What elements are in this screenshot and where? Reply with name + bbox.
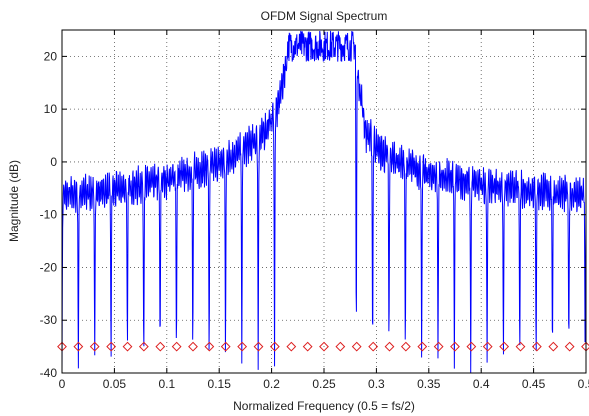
- x-tick-label: 0.05: [103, 377, 127, 391]
- y-tick-label: -30: [40, 313, 58, 327]
- y-tick-label: -20: [40, 260, 58, 274]
- subcarrier-marker: [384, 341, 395, 352]
- y-tick-label: 20: [44, 49, 58, 63]
- subcarrier-marker: [351, 341, 362, 352]
- subcarrier-marker: [188, 341, 198, 352]
- x-tick-label: 0.2: [263, 377, 280, 391]
- y-axis-label: Magnitude (dB): [7, 160, 21, 242]
- subcarrier-marker: [237, 341, 248, 352]
- subcarrier-markers: [57, 341, 589, 352]
- subcarrier-marker: [122, 341, 133, 352]
- subcarrier-marker: [319, 341, 329, 352]
- subcarrier-marker: [417, 341, 428, 352]
- x-tick-label: 0.25: [312, 377, 336, 391]
- subcarrier-marker: [466, 341, 477, 352]
- subcarrier-marker: [89, 341, 100, 352]
- subcarrier-marker: [253, 341, 264, 352]
- subcarrier-marker: [171, 341, 182, 352]
- x-tick-label: 0.15: [208, 377, 232, 391]
- x-tick-label: 0.5: [578, 377, 589, 391]
- x-tick-label: 0.3: [368, 377, 385, 391]
- subcarrier-marker: [531, 341, 542, 352]
- subcarrier-marker: [269, 341, 280, 352]
- subcarrier-marker: [204, 341, 215, 352]
- subcarrier-marker: [400, 341, 411, 352]
- subcarrier-marker: [220, 341, 231, 352]
- spectrum-trace: [61, 30, 587, 374]
- subcarrier-marker: [155, 341, 166, 352]
- subcarrier-marker: [450, 341, 460, 352]
- subcarrier-marker: [286, 341, 297, 352]
- x-tick-label: 0.1: [158, 377, 175, 391]
- subcarrier-marker: [106, 341, 117, 352]
- subcarrier-marker: [138, 341, 149, 352]
- y-tick-label: 0: [50, 155, 57, 169]
- x-tick-label: 0.4: [473, 377, 490, 391]
- chart-title: OFDM Signal Spectrum: [261, 9, 388, 23]
- subcarrier-marker: [548, 341, 559, 352]
- subcarrier-marker: [335, 341, 346, 352]
- spectrum-line: [61, 30, 587, 374]
- subcarrier-marker: [515, 341, 526, 352]
- grid: [62, 30, 586, 373]
- x-tick-label: 0.35: [417, 377, 441, 391]
- subcarrier-marker: [302, 341, 313, 352]
- axis-ticks: 0 0.05 0.1 0.15 0.2 0.25 0.3 0.35 0.4 0.45 0.5 20 10…: [40, 30, 589, 391]
- y-tick-label: -40: [40, 366, 58, 380]
- subcarrier-marker: [482, 341, 493, 352]
- y-tick-label: 10: [44, 102, 58, 116]
- y-tick-label: -10: [40, 208, 58, 222]
- x-axis-label: Normalized Frequency (0.5 = fs/2): [233, 399, 415, 413]
- subcarrier-marker: [433, 341, 444, 352]
- subcarrier-marker: [564, 341, 575, 352]
- subcarrier-marker: [499, 341, 510, 352]
- subcarrier-marker: [73, 341, 84, 352]
- subcarrier-marker: [368, 341, 379, 352]
- x-tick-label: 0.45: [522, 377, 546, 391]
- x-tick-label: 0: [59, 377, 66, 391]
